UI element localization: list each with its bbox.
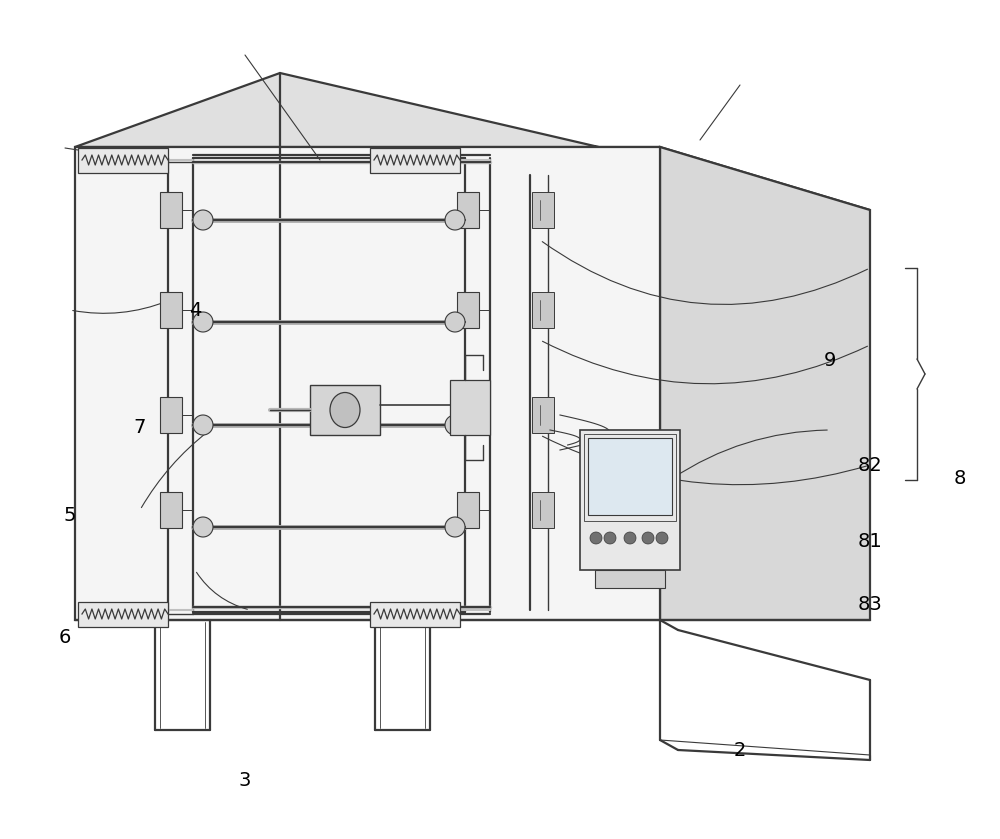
Circle shape [642,532,654,544]
Circle shape [445,312,465,332]
Text: 8: 8 [954,469,966,487]
Circle shape [193,312,213,332]
Bar [457,492,479,528]
Text: 83: 83 [858,595,882,613]
Bar [160,292,182,328]
Text: 9: 9 [824,352,836,370]
Bar [595,570,665,588]
Text: 7: 7 [134,419,146,437]
Circle shape [193,517,213,537]
Bar [532,397,554,433]
Bar [532,292,554,328]
Bar [78,148,168,173]
Bar [160,397,182,433]
Text: 6: 6 [59,628,71,647]
Polygon shape [660,147,870,620]
Ellipse shape [330,393,360,428]
Polygon shape [75,73,870,210]
Circle shape [193,415,213,435]
Circle shape [445,415,465,435]
Bar [588,438,672,515]
Bar [370,148,460,173]
Circle shape [590,532,602,544]
Bar [457,397,479,433]
Text: 4: 4 [189,301,201,320]
Text: 5: 5 [64,507,76,525]
Circle shape [445,210,465,230]
Bar [532,192,554,228]
Text: 81: 81 [858,532,882,550]
Circle shape [624,532,636,544]
Bar [580,430,680,570]
Bar [160,192,182,228]
Bar [160,492,182,528]
Circle shape [604,532,616,544]
Polygon shape [75,147,660,620]
Text: 82: 82 [858,456,882,475]
Circle shape [193,210,213,230]
Bar [310,385,380,435]
Bar [532,492,554,528]
Circle shape [656,532,668,544]
Bar [584,434,676,521]
Bar [370,602,460,627]
Circle shape [445,517,465,537]
Bar [457,192,479,228]
Bar [450,380,490,435]
Text: 2: 2 [734,742,746,760]
Bar [457,292,479,328]
Text: 3: 3 [239,771,251,789]
Bar [78,602,168,627]
